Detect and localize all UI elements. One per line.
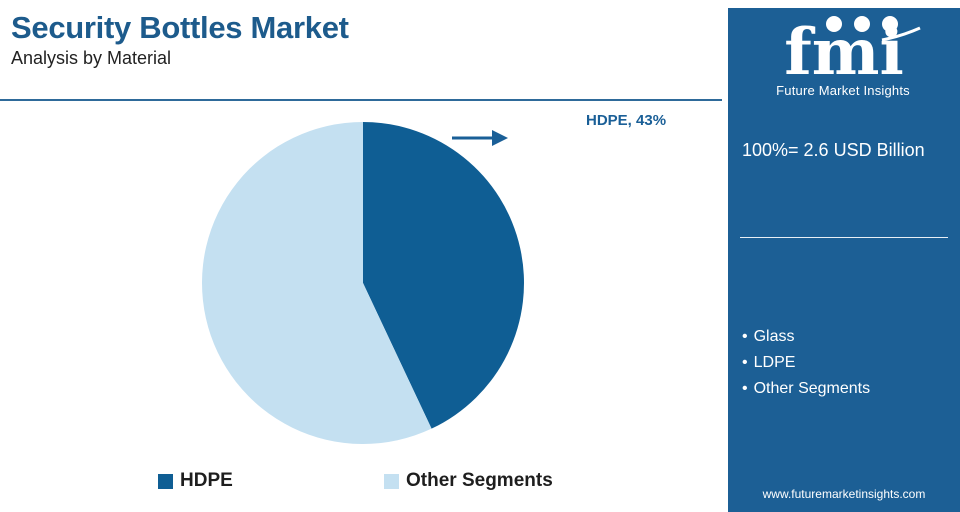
other-segments-list: Glass LDPE Other Segments <box>742 324 871 402</box>
summary-panel: fmi Future Market Insights 100%= 2.6 USD… <box>728 8 960 512</box>
legend-swatch-hdpe <box>158 473 173 489</box>
panel-divider <box>740 237 948 238</box>
legend-item-hdpe: HDPE <box>158 470 233 492</box>
segment-item-glass: Glass <box>742 324 870 350</box>
pie-chart <box>202 121 524 444</box>
pie-slices <box>202 121 524 444</box>
header-divider <box>0 99 722 101</box>
market-size-total: 100%= 2.6 USD Billion <box>742 140 925 160</box>
legend-label-other-segments: Other Segments <box>406 470 553 491</box>
callout-arrow <box>452 130 508 146</box>
legend-swatch-other-segments <box>384 473 399 489</box>
hdpe-callout-label: HDPE, 43% <box>586 112 667 129</box>
segment-item-ldpe: LDPE <box>742 350 870 376</box>
page-title: Security Bottles Market <box>11 10 349 45</box>
legend-label-hdpe: HDPE <box>180 470 233 491</box>
segment-item-other-segments: Other Segments <box>742 376 871 402</box>
fmi-logo-icon: fmi <box>784 15 921 84</box>
pie-slice-hdpe <box>363 122 524 429</box>
page-subtitle: Analysis by Material <box>11 48 172 68</box>
pie-slice-other-segments <box>202 121 432 444</box>
logo-wordmark: Future Market Insights <box>776 83 910 98</box>
legend-item-other-segments: Other Segments <box>384 470 553 492</box>
website-link[interactable]: www.futuremarketinsights.com <box>762 487 926 501</box>
